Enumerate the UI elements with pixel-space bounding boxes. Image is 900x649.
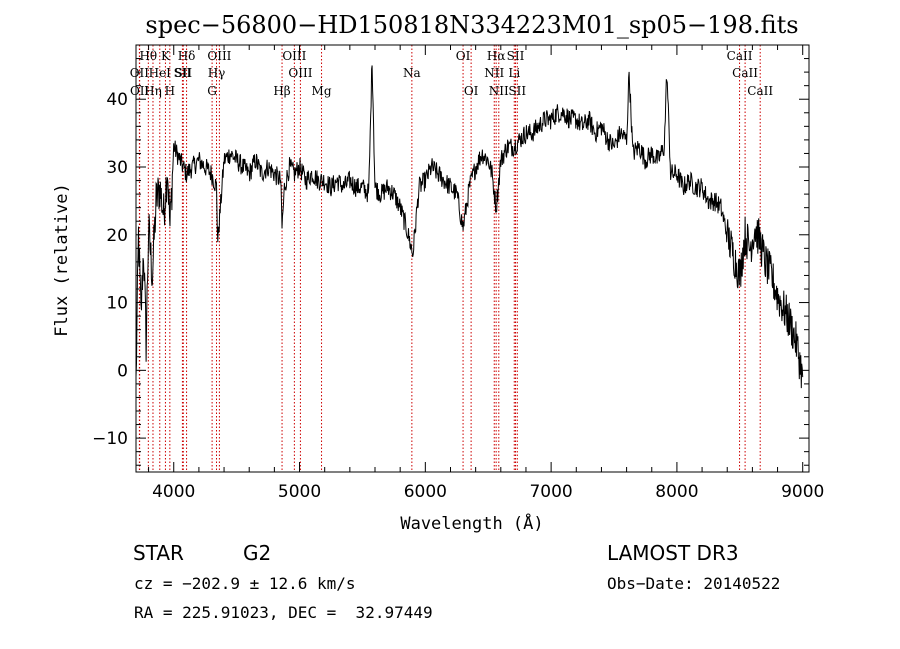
line-marker-label: G (207, 84, 217, 98)
x-tick-label: 7000 (529, 482, 572, 502)
line-marker-label: OI (464, 84, 479, 98)
plot-frame (135, 44, 810, 473)
y-tick-label: 40 (106, 90, 128, 110)
y-tick-label: −10 (92, 429, 128, 449)
line-marker-label: Hα (487, 49, 506, 63)
line-marker-label: Hη (144, 84, 162, 98)
spectral-line-labels: HθOIIOIIHeIHηKSIIHHδSIIOIIIHγGOIIIOIIIHβ… (130, 49, 774, 98)
line-marker-label: K (161, 49, 171, 63)
spectral-line-markers (138, 45, 761, 472)
line-marker-label: CaII (732, 66, 758, 80)
x-tick-label: 8000 (655, 482, 698, 502)
line-marker-label: SII (174, 66, 192, 80)
line-marker-label: NII (484, 66, 504, 80)
line-marker-label: SII (507, 49, 525, 63)
y-tick-label: 30 (106, 158, 128, 178)
survey-name: LAMOST DR3 (607, 541, 739, 565)
line-marker-label: HeI (149, 66, 172, 80)
x-tick-label: 5000 (278, 482, 321, 502)
line-marker-label: NII (489, 84, 509, 98)
line-marker-label: OI (456, 49, 471, 63)
line-marker-label: Hθ (139, 49, 157, 63)
coordinates: RA = 225.91023, DEC = 32.97449 (134, 603, 433, 622)
line-marker-label: SII (508, 84, 526, 98)
x-axis-label: Wavelength (Å) (400, 512, 543, 534)
line-marker-label: Hβ (273, 84, 290, 98)
line-marker-label: CaII (727, 49, 753, 63)
observation-date: Obs−Date: 20140522 (607, 574, 781, 593)
line-marker-label: OIII (207, 49, 231, 63)
chart-title: spec−56800−HD150818N334223M01_sp05−198.f… (145, 11, 798, 39)
spectrum-series-line (135, 65, 804, 389)
line-marker-label: Hγ (208, 66, 226, 80)
line-marker-label: Hδ (178, 49, 196, 63)
y-tick-label: 20 (106, 226, 128, 246)
line-marker-label: OIII (282, 49, 306, 63)
line-marker-label: Na (403, 66, 421, 80)
line-marker-label: OII (130, 84, 150, 98)
object-class: STAR (133, 541, 184, 565)
line-marker-label: OIII (288, 66, 312, 80)
y-tick-label: 10 (106, 294, 128, 314)
x-axis-ticks: 4000 5000 6000 7000 8000 9000 (148, 45, 824, 502)
y-tick-label: 0 (117, 361, 128, 381)
object-subclass: G2 (243, 541, 272, 565)
line-marker-label: OII (130, 66, 150, 80)
line-marker-label: Li (508, 66, 520, 80)
y-axis-label: Flux (relative) (52, 183, 72, 337)
redshift-cz: cz = −202.9 ± 12.6 km/s (134, 574, 356, 593)
y-axis-ticks: −10 0 10 20 30 40 (92, 58, 809, 466)
x-tick-label: 4000 (152, 482, 195, 502)
line-marker-label: SII (174, 66, 192, 80)
line-marker-label: CaII (747, 84, 773, 98)
x-tick-label: 9000 (781, 482, 824, 502)
line-marker-label: H (165, 84, 175, 98)
x-tick-label: 6000 (404, 482, 447, 502)
line-marker-label: Mg (312, 84, 332, 98)
